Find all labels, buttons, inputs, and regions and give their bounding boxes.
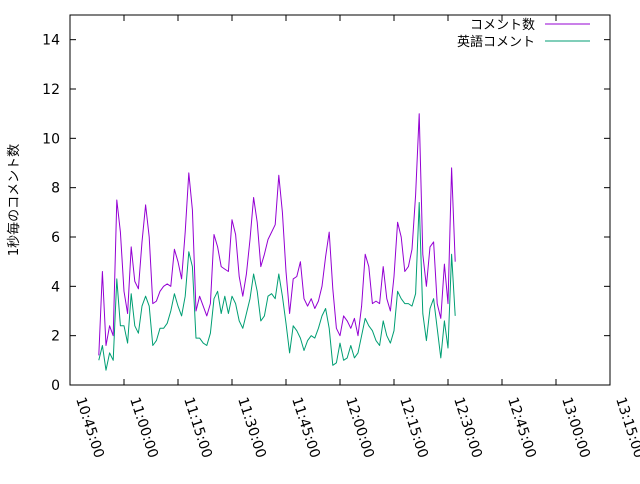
legend: コメント数 英語コメント: [457, 18, 590, 50]
x-tick-label: 11:30:00: [234, 395, 269, 460]
x-tick-label: 12:30:00: [450, 395, 485, 460]
x-tick-label: 12:45:00: [504, 395, 539, 460]
x-tick-label: 12:00:00: [342, 395, 377, 460]
x-tick-label: 13:00:00: [558, 395, 593, 460]
y-axis-label: 1秒毎のコメント数: [6, 144, 22, 256]
y-tick-label: 8: [51, 181, 60, 197]
series-line-comments: [98, 113, 456, 356]
x-tick-label: 11:15:00: [180, 395, 215, 460]
y-tick-label: 6: [51, 230, 60, 246]
x-tick-label: 13:15:00: [612, 395, 640, 460]
legend-label-comments: コメント数: [470, 18, 535, 33]
y-axis: 0 2 4 6 8 10 12 14: [42, 33, 610, 394]
legend-label-english-comments: 英語コメント: [457, 34, 535, 50]
y-tick-label: 12: [42, 82, 60, 98]
y-tick-label: 4: [51, 279, 60, 295]
x-tick-label: 11:45:00: [288, 395, 323, 460]
y-tick-label: 10: [42, 131, 60, 147]
x-tick-label: 10:45:00: [72, 395, 107, 460]
series-lines: [98, 113, 456, 371]
x-axis: 10:45:00 11:00:00 11:15:00 11:30:00 11:45:00…: [69, 15, 640, 460]
x-tick-label: 12:15:00: [396, 395, 431, 460]
y-tick-label: 14: [42, 33, 60, 49]
series-line-english-comments: [98, 202, 456, 371]
x-tick-label: 11:00:00: [126, 395, 161, 460]
y-tick-label: 2: [51, 329, 60, 345]
y-tick-label: 0: [51, 378, 60, 394]
